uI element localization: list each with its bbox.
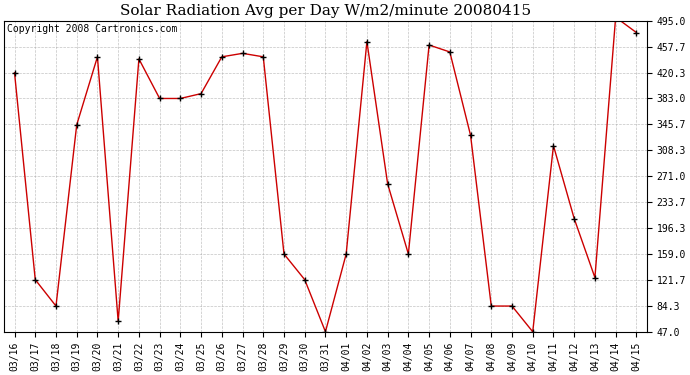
Text: Copyright 2008 Cartronics.com: Copyright 2008 Cartronics.com [8, 24, 178, 34]
Title: Solar Radiation Avg per Day W/m2/minute 20080415: Solar Radiation Avg per Day W/m2/minute … [120, 4, 531, 18]
